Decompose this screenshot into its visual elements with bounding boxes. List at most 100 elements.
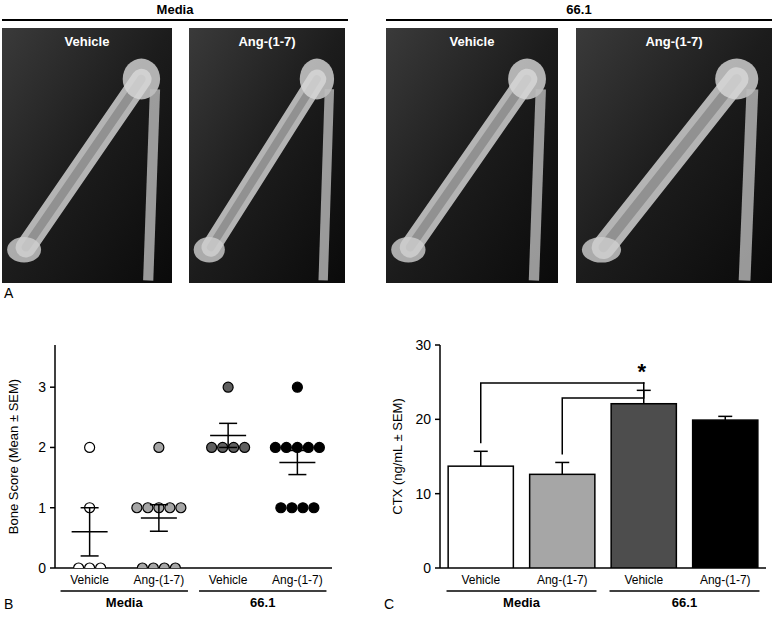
image-label: Ang-(1-7)	[238, 34, 295, 49]
significance-bracket	[562, 382, 644, 454]
image-label: Vehicle	[65, 34, 110, 49]
y-tick	[50, 447, 55, 449]
error-bar-stem	[297, 450, 299, 474]
bar	[693, 420, 758, 568]
group-line	[386, 19, 772, 21]
point	[240, 442, 250, 452]
bone-hip	[582, 237, 621, 263]
point	[314, 442, 324, 452]
error-bar-stem	[89, 508, 91, 556]
y-tick-label: 20	[415, 411, 431, 427]
group-label: 66.1	[250, 595, 275, 610]
bone-shaft	[410, 79, 527, 247]
group-label: Media	[106, 595, 144, 610]
group-line	[610, 590, 760, 592]
xray-image: Ang-(1-7)	[189, 28, 345, 283]
y-axis-label: Bone Score (Mean ± SEM)	[6, 379, 21, 534]
x-tick-label: Vehicle	[70, 573, 109, 587]
error-bar-cap	[81, 555, 99, 557]
error-bar-stem	[562, 462, 564, 474]
xray-image: Vehicle	[2, 28, 172, 283]
point	[154, 442, 164, 452]
error-bar-cap	[474, 451, 488, 453]
y-tick	[50, 386, 55, 388]
point	[223, 382, 233, 392]
x-tick-label: Ang-(1-7)	[272, 573, 323, 587]
bone-shaft	[211, 79, 317, 247]
xray-background	[189, 28, 345, 283]
error-bar	[718, 416, 732, 420]
y-axis	[54, 345, 56, 568]
error-bar-cap	[150, 530, 168, 532]
bone-marrow	[603, 79, 736, 247]
bone-tibia	[745, 89, 753, 280]
x-tick-label: Vehicle	[209, 573, 248, 587]
bone-hip	[7, 237, 41, 263]
group-line	[2, 19, 348, 21]
panel-letter: B	[4, 596, 13, 612]
y-tick-label: 10	[415, 486, 431, 502]
bone-hip	[194, 237, 225, 263]
point	[159, 563, 169, 568]
error-bar-stem	[227, 423, 229, 447]
error-bar-cap	[219, 447, 237, 449]
bone-shaft	[26, 79, 142, 247]
y-tick-label: 2	[38, 439, 46, 455]
panel-letter: C	[384, 596, 394, 612]
group-label: Media	[503, 595, 541, 610]
plot-area	[448, 390, 758, 568]
point	[132, 503, 142, 513]
image-label: Vehicle	[450, 34, 495, 49]
x-tick-label: Ang-(1-7)	[537, 573, 588, 587]
error-bar-cap	[150, 504, 168, 506]
bone-marrow	[26, 79, 142, 247]
error-bar-cap	[718, 416, 732, 418]
xray-background	[576, 28, 772, 283]
point	[176, 503, 186, 513]
error-bar	[288, 450, 306, 474]
error-bar	[81, 508, 99, 556]
error-bar	[555, 462, 569, 474]
x-tick-label: Vehicle	[461, 573, 500, 587]
bone-marrow	[410, 79, 527, 247]
bone-tibia	[534, 89, 541, 280]
y-tick-label: 1	[38, 500, 46, 516]
bone-tibia	[148, 89, 155, 280]
image-label: Ang-(1-7)	[645, 34, 702, 49]
error-bar	[474, 451, 488, 466]
bone-marrow	[211, 79, 317, 247]
error-bar-stem	[158, 505, 160, 532]
y-tick	[50, 507, 55, 509]
plot-area	[72, 382, 325, 568]
group-label: 66.1	[672, 595, 697, 610]
bone-hip	[391, 237, 425, 263]
y-axis	[439, 345, 441, 568]
group-line	[199, 590, 326, 592]
y-tick	[435, 344, 440, 346]
y-tick-label: 0	[423, 560, 431, 576]
error-bar-cap	[219, 423, 237, 425]
point	[74, 563, 84, 568]
x-tick-label: Ang-(1-7)	[134, 573, 185, 587]
point	[85, 442, 95, 452]
bar	[611, 404, 676, 568]
bone-tibia	[323, 89, 329, 280]
point	[148, 563, 158, 568]
point	[207, 442, 217, 452]
error-bar-cap	[81, 507, 99, 509]
panel-letter: A	[4, 285, 14, 301]
figure: MediaVehicleAng-(1-7)66.1VehicleAng-(1-7…	[0, 0, 774, 617]
point	[276, 503, 286, 513]
y-tick-label: 3	[38, 379, 46, 395]
y-tick	[435, 567, 440, 569]
bone-shaft	[603, 79, 736, 247]
xray-background	[2, 28, 172, 283]
y-axis-label: CTX (ng/mL ± SEM)	[390, 398, 405, 514]
y-tick	[435, 493, 440, 495]
y-tick-label: 30	[415, 337, 431, 353]
y-tick	[435, 419, 440, 421]
group-line	[447, 590, 597, 592]
group-label: Media	[157, 2, 195, 17]
annotation: *	[637, 359, 646, 384]
bar	[448, 466, 513, 568]
